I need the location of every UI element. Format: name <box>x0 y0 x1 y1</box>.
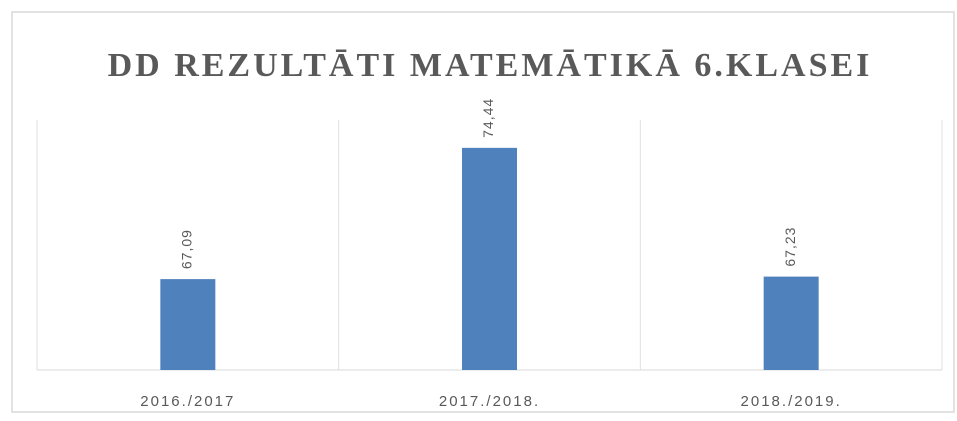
data-label: 74,44 <box>480 98 496 138</box>
bar <box>160 279 216 370</box>
data-label: 67,23 <box>782 227 798 267</box>
bar <box>462 147 517 370</box>
x-tick-label: 2017./2018. <box>439 393 540 410</box>
x-tick-label: 2018./2019. <box>741 393 842 410</box>
chart-title: DD REZULTĀTI MATEMĀTIKĀ 6.KLASEI <box>108 47 873 84</box>
chart-border <box>11 11 955 413</box>
x-tick-label: 2016./2017 <box>140 393 235 410</box>
data-label: 67,09 <box>179 229 195 269</box>
bar <box>763 276 819 370</box>
